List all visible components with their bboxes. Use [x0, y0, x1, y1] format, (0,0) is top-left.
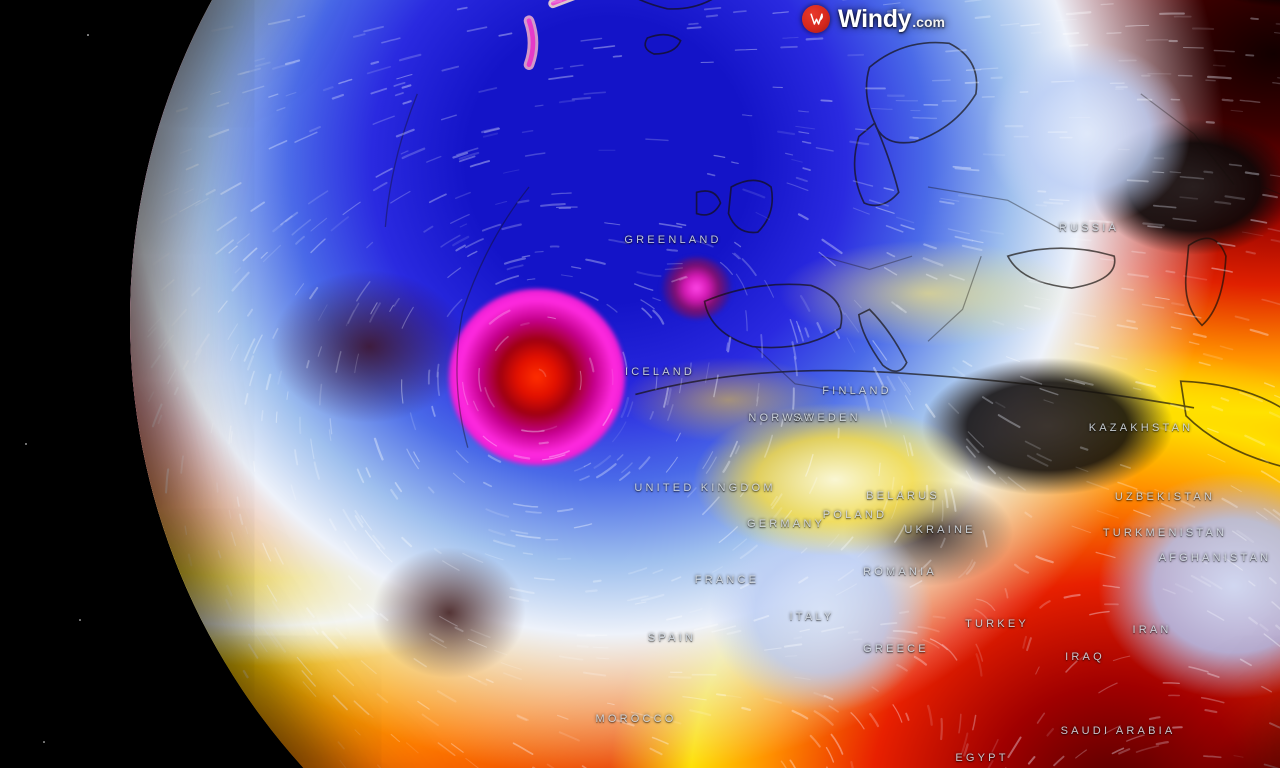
windy-logo-icon — [802, 5, 830, 33]
star — [43, 741, 45, 743]
earth-globe[interactable] — [130, 0, 1280, 768]
brand-name: Windy — [838, 4, 912, 33]
windy-brand-watermark[interactable]: Windy .com — [802, 4, 945, 34]
brand-tld: .com — [912, 13, 945, 30]
star — [87, 34, 89, 36]
brand-text: Windy .com — [838, 4, 945, 33]
globe-limb-shading — [130, 0, 1280, 768]
star — [25, 443, 27, 445]
star — [79, 619, 81, 621]
